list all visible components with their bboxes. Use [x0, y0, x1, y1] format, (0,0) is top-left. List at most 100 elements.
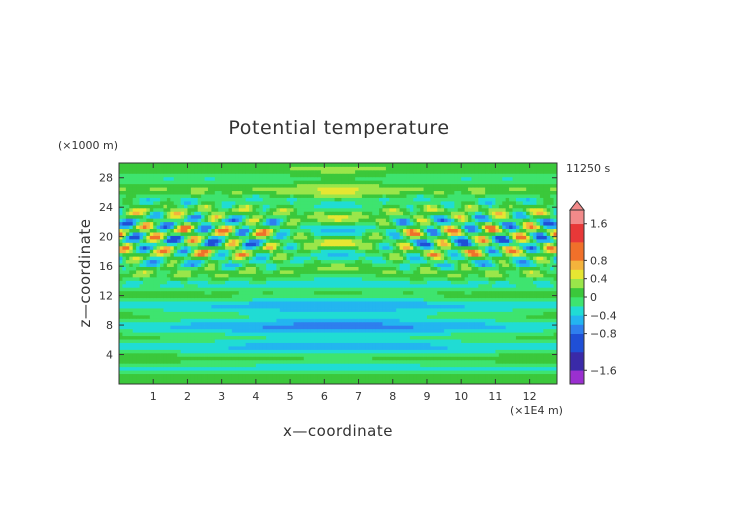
heatmap-cell: [303, 380, 308, 384]
heatmap-cell: [320, 273, 325, 278]
heatmap-cell: [190, 318, 195, 323]
heatmap-cell: [358, 280, 363, 285]
heatmap-cell: [550, 304, 554, 309]
heatmap-cell: [338, 283, 342, 288]
heatmap-cell: [502, 373, 507, 378]
heatmap-cell: [457, 373, 462, 378]
heatmap-cell: [214, 314, 219, 319]
heatmap-cell: [553, 249, 557, 254]
heatmap-cell: [409, 259, 414, 264]
heatmap-cell: [382, 346, 387, 350]
heatmap-cell: [197, 311, 202, 316]
heatmap-cell: [399, 332, 404, 337]
heatmap-cell: [533, 263, 537, 267]
heatmap-cell: [187, 332, 192, 337]
heatmap-cell: [522, 321, 527, 326]
heatmap-cell: [283, 321, 288, 326]
heatmap-cell: [543, 321, 548, 326]
heatmap-cell: [228, 377, 233, 381]
heatmap-cell: [184, 290, 188, 295]
heatmap-cell: [481, 321, 486, 326]
heatmap-cell: [368, 252, 373, 257]
heatmap-cell: [471, 380, 476, 384]
heatmap-cell: [529, 363, 534, 368]
heatmap-cell: [344, 346, 349, 350]
heatmap-cell: [375, 346, 380, 350]
heatmap-cell: [478, 249, 483, 254]
heatmap-cell: [214, 301, 219, 305]
heatmap-cell: [279, 304, 284, 309]
heatmap-cell: [238, 290, 243, 295]
heatmap-cell: [201, 335, 205, 340]
heatmap-cell: [365, 380, 370, 384]
heatmap-cell: [303, 256, 308, 261]
heatmap-cell: [139, 294, 144, 299]
heatmap-cell: [348, 280, 353, 285]
heatmap-cell: [338, 249, 342, 254]
heatmap-cell: [296, 304, 301, 309]
heatmap-cell: [464, 252, 469, 257]
heatmap-cell: [146, 301, 151, 305]
heatmap-cell: [450, 366, 455, 371]
heatmap-cell: [344, 259, 349, 264]
heatmap-cell: [423, 342, 428, 347]
heatmap-cell: [324, 249, 329, 254]
heatmap-cell: [379, 311, 383, 316]
heatmap-cell: [272, 380, 277, 384]
heatmap-cell: [324, 328, 329, 333]
heatmap-cell: [358, 359, 363, 364]
heatmap-cell: [132, 276, 137, 281]
heatmap-cell: [491, 352, 496, 357]
heatmap-cell: [221, 273, 226, 278]
heatmap-cell: [468, 270, 472, 274]
heatmap-cell: [303, 294, 308, 299]
heatmap-cell: [252, 273, 257, 278]
heatmap-cell: [481, 339, 486, 343]
heatmap-cell: [190, 294, 195, 299]
heatmap-cell: [221, 339, 226, 343]
heatmap-cell: [293, 280, 298, 285]
heatmap-cell: [481, 332, 486, 337]
heatmap-cell: [396, 263, 400, 267]
heatmap-cell: [399, 366, 404, 371]
heatmap-cell: [255, 325, 260, 330]
heatmap-cell: [207, 256, 212, 261]
heatmap-cell: [204, 273, 209, 278]
heatmap-cell: [546, 328, 551, 333]
heatmap-cell: [430, 339, 435, 343]
heatmap-cell: [279, 259, 284, 264]
heatmap-cell: [515, 297, 520, 302]
heatmap-cell: [351, 259, 356, 264]
heatmap-cell: [461, 314, 466, 319]
heatmap-cell: [225, 346, 229, 350]
heatmap-cell: [348, 380, 353, 384]
heatmap-cell: [495, 363, 500, 368]
heatmap-cell: [464, 363, 469, 368]
heatmap-cell: [132, 273, 137, 278]
heatmap-cell: [310, 380, 315, 384]
heatmap-cell: [283, 346, 288, 350]
heatmap-cell: [187, 325, 192, 330]
heatmap-cell: [214, 249, 219, 254]
heatmap-cell: [225, 276, 229, 281]
heatmap-cell: [433, 318, 438, 323]
heatmap-cell: [204, 276, 209, 281]
heatmap-cell: [228, 359, 233, 364]
heatmap-cell: [464, 377, 469, 381]
heatmap-cell: [300, 287, 305, 292]
heatmap-cell: [125, 352, 130, 357]
heatmap-cell: [194, 308, 199, 312]
heatmap-cell: [389, 252, 394, 257]
heatmap-cell: [201, 318, 205, 323]
heatmap-cell: [553, 259, 557, 264]
heatmap-cell: [437, 356, 442, 361]
heatmap-cell: [194, 311, 199, 316]
heatmap-cell: [461, 294, 466, 299]
heatmap-cell: [392, 283, 397, 288]
heatmap-cell: [433, 359, 438, 364]
heatmap-cell: [324, 290, 329, 295]
heatmap-cell: [522, 308, 527, 312]
heatmap-cell: [314, 328, 318, 333]
heatmap-cell: [327, 339, 332, 343]
heatmap-cell: [163, 270, 168, 274]
